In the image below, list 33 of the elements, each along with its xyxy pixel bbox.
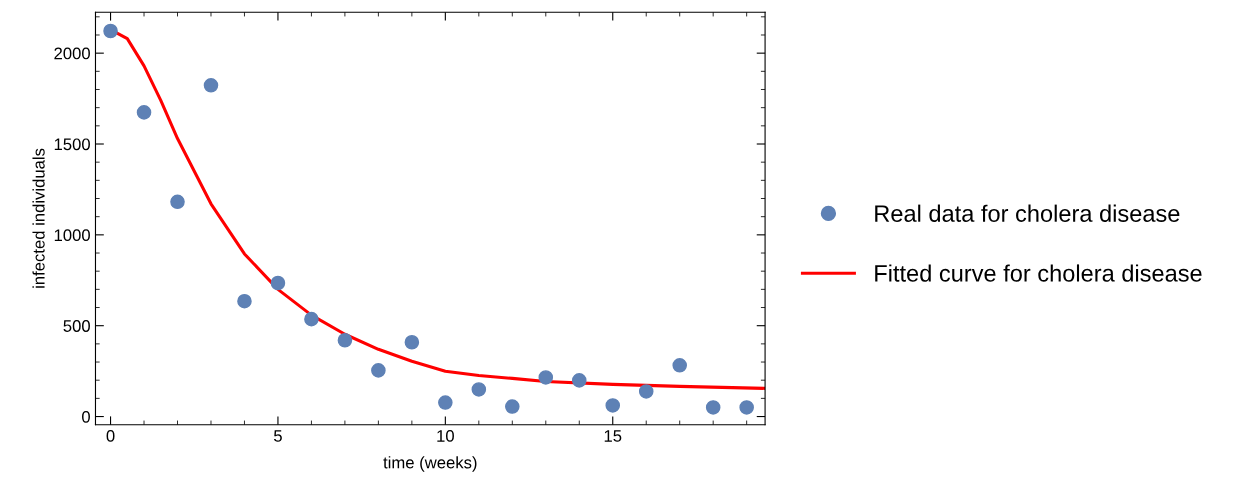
point	[270, 275, 286, 291]
point	[571, 373, 587, 388]
y-tick-label: 2000	[54, 47, 90, 60]
y-tick-label: 1000	[54, 229, 90, 242]
point	[705, 400, 721, 415]
point	[136, 105, 152, 120]
point	[471, 382, 487, 397]
point	[672, 358, 687, 373]
x-tick-label: 10	[437, 430, 454, 442]
y-tick-label: 500	[63, 320, 90, 332]
point	[739, 400, 754, 415]
point	[304, 311, 319, 327]
x-axis-title: time (weeks)	[383, 456, 477, 472]
y-axis-title: infected individuals	[32, 148, 45, 288]
y-tick-label: 0	[82, 410, 90, 423]
point	[371, 363, 386, 378]
point	[337, 332, 353, 348]
point	[237, 293, 252, 309]
y-tick-label: 1500	[54, 138, 90, 151]
point	[605, 398, 621, 413]
point	[505, 399, 520, 414]
point	[203, 78, 219, 93]
point	[438, 395, 453, 410]
x-tick-label: 0	[106, 430, 115, 442]
point	[538, 370, 554, 385]
point	[638, 384, 654, 399]
legend-label: Fitted curve for cholera disease	[875, 264, 1202, 282]
legend-label: Real data for cholera disease	[875, 204, 1180, 222]
point	[103, 23, 118, 39]
point	[404, 334, 420, 350]
x-tick-label: 5	[273, 430, 282, 442]
point	[170, 194, 185, 210]
x-tick-label: 15	[604, 430, 622, 442]
